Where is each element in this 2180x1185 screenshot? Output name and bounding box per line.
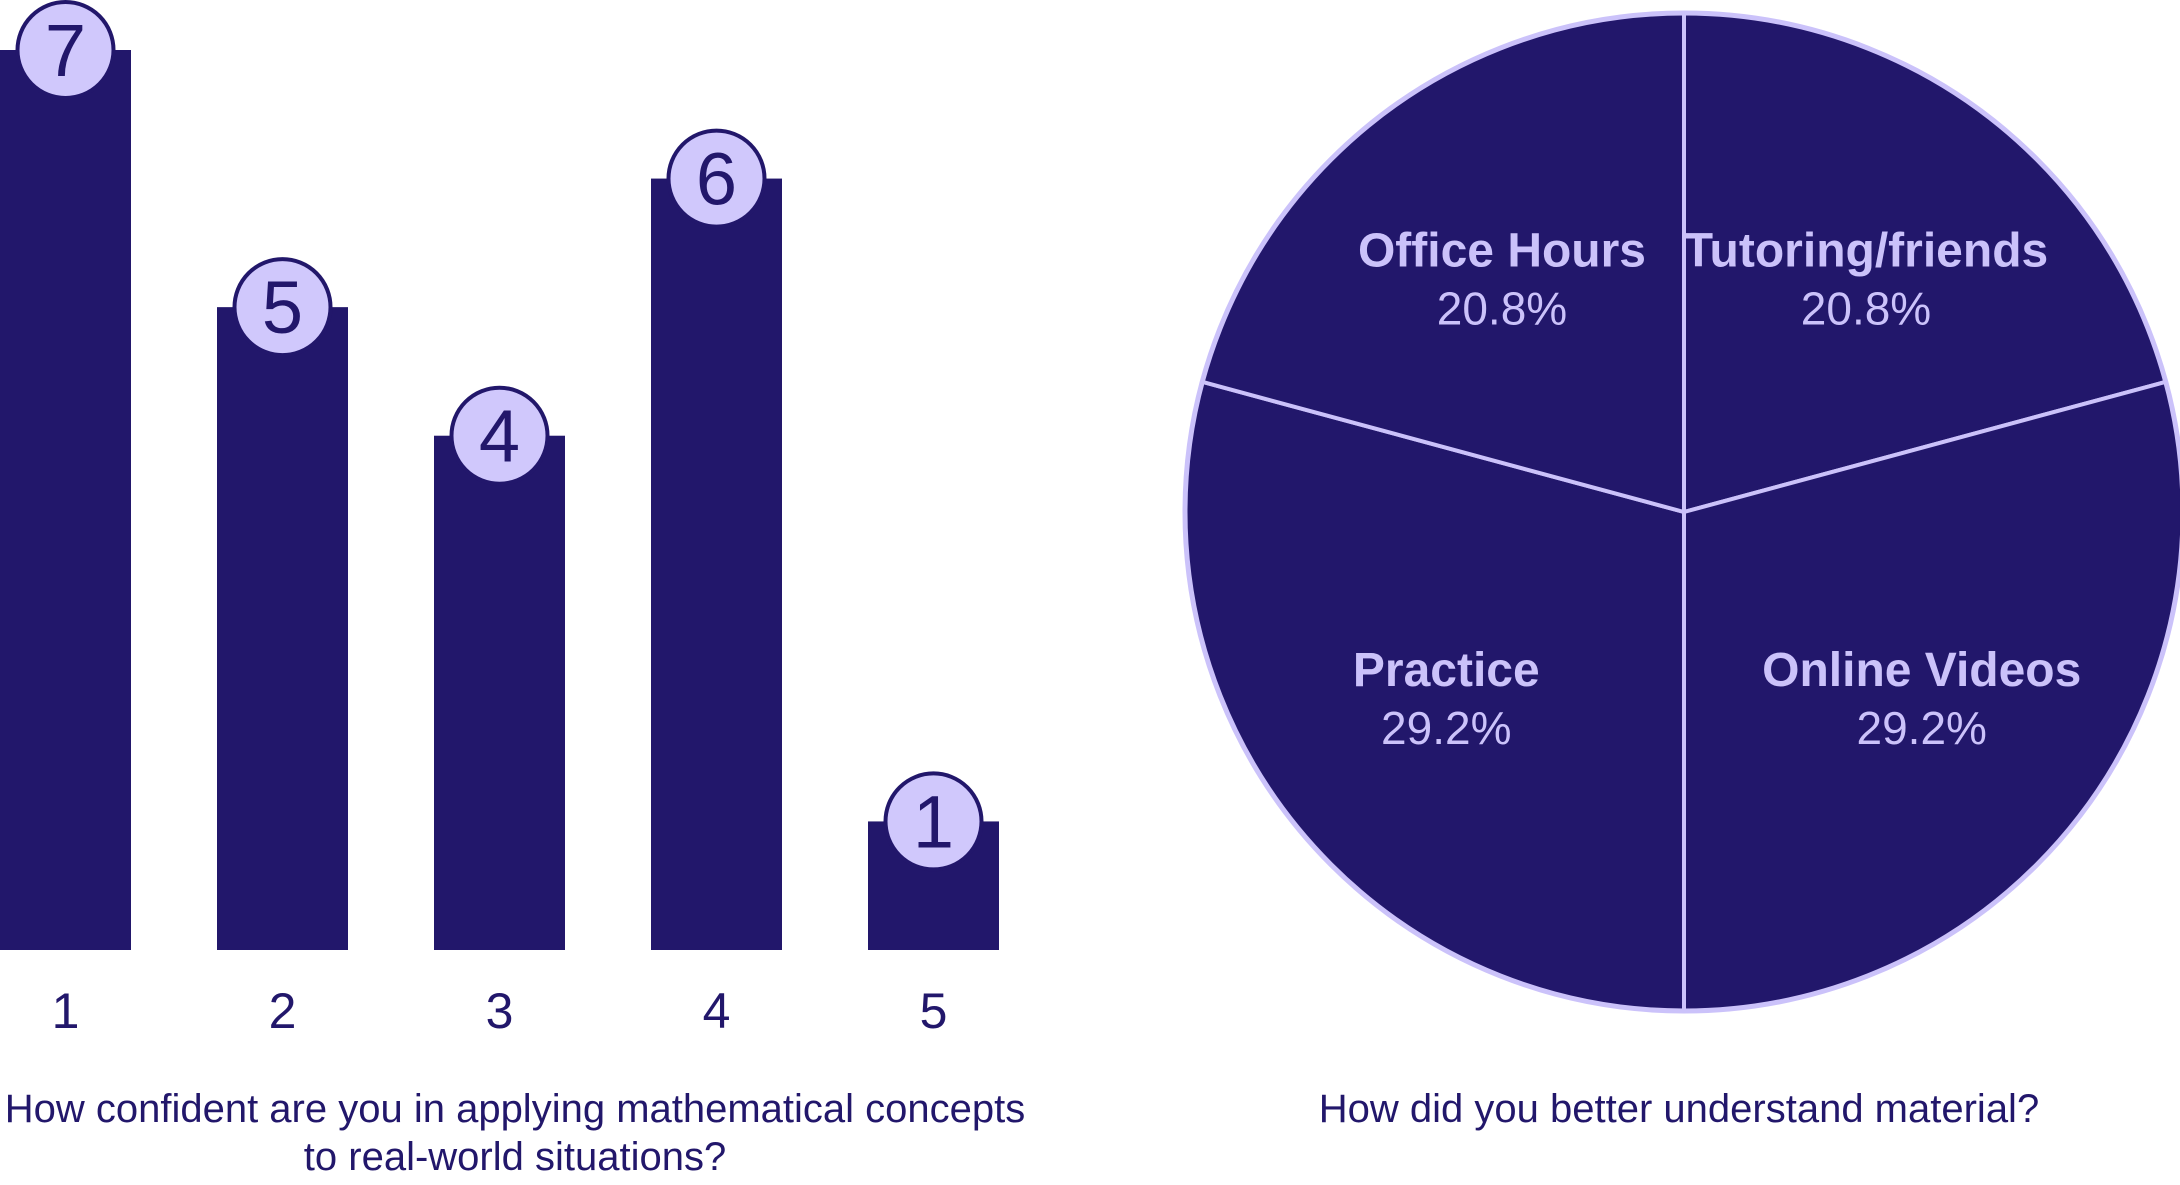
bar-value-label: 5 — [262, 266, 303, 349]
bar-value-label: 4 — [479, 395, 520, 478]
pie-outline — [1182, 10, 2180, 1014]
pie-slice-label: Tutoring/friends — [1684, 224, 2048, 277]
bar-value-label: 7 — [45, 9, 86, 92]
x-tick-label: 2 — [269, 983, 297, 1039]
pie-slice-percent: 29.2% — [1857, 702, 1987, 754]
bar-chart-caption-line-2: to real-world situations? — [304, 1135, 726, 1179]
bar-value-label: 6 — [696, 138, 737, 221]
pie-slice-percent: 29.2% — [1381, 702, 1511, 754]
bar-value-label: 1 — [913, 780, 954, 863]
bar-value-badge — [449, 385, 550, 486]
bar-4 — [651, 178, 782, 951]
x-tick-label: 5 — [920, 983, 948, 1039]
x-tick-label: 4 — [703, 983, 731, 1039]
bar-chart-caption-line-1: How confident are you in applying mathem… — [5, 1087, 1026, 1131]
bar-chart: 7 1 5 2 4 3 6 4 1 5 — [0, 0, 999, 1039]
bar-2 — [217, 307, 348, 951]
bar-value-badge — [666, 128, 767, 229]
pie-slice-label: Office Hours — [1358, 224, 1646, 277]
pie-slice-label: Online Videos — [1762, 644, 2081, 697]
x-tick-label: 3 — [486, 983, 514, 1039]
pie-chart-caption: How did you better understand material? — [1319, 1087, 2039, 1131]
bar-value-badge — [15, 0, 116, 100]
bar-value-badge — [883, 771, 984, 872]
pie-slice-label: Practice — [1353, 644, 1540, 697]
x-tick-label: 1 — [52, 983, 80, 1039]
pie-slice-percent: 20.8% — [1801, 282, 1931, 334]
bar-1 — [0, 50, 131, 950]
bar-3 — [434, 435, 565, 950]
bar-value-badge — [232, 257, 333, 358]
pie-slice-percent: 20.8% — [1437, 282, 1567, 334]
